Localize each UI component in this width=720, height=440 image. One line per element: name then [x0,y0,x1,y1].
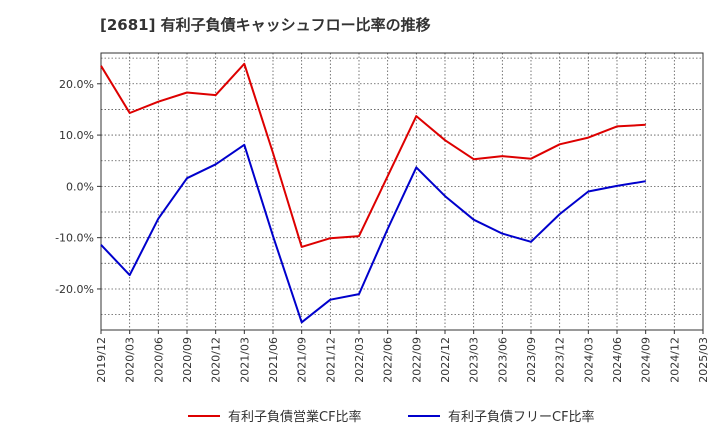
x-tick-label: 2023/06 [496,337,509,383]
legend-label-1: 有利子負債営業CF比率 [228,409,362,425]
x-tick-label: 2020/12 [210,337,223,383]
x-tick-label: 2020/09 [181,337,194,383]
y-tick-label: 20.0% [59,78,94,91]
series-line-1 [100,62,646,248]
x-tick-label: 2021/12 [324,337,337,383]
x-tick-label: 2024/09 [640,337,653,383]
x-tick-label: 2023/09 [525,337,538,383]
y-tick-label: -20.0% [55,283,94,296]
y-tick-label: 10.0% [59,129,94,142]
legend-label-2: 有利子負債フリーCF比率 [448,409,595,425]
x-tick-label: 2021/06 [267,337,280,383]
axes: 20.0% 10.0% 0.0% -10.0% -20.0% 2019/12 2020/03… [55,52,710,383]
x-tick-label: 2022/03 [353,337,366,383]
x-tick-label: 2020/03 [124,337,137,383]
plot-area [101,53,703,330]
plot-border [100,52,704,331]
x-tick-label: 2019/12 [95,337,108,383]
x-tick-label: 2020/06 [152,337,165,383]
legend: 有利子負債営業CF比率 有利子負債フリーCF比率 [188,409,595,425]
x-tick-label: 2023/03 [468,337,481,383]
x-tick-label: 2022/12 [439,337,452,383]
y-tick-label: 0.0% [66,180,94,193]
y-tick-label: -10.0% [55,232,94,245]
x-tick-label: 2022/06 [382,337,395,383]
x-tick-label: 2025/03 [697,337,710,383]
series-line-2 [100,143,646,324]
x-tick-label: 2024/03 [582,337,595,383]
grid-lines [100,53,704,330]
series-lines [100,62,646,324]
x-tick-label: 2023/12 [554,337,567,383]
x-tick-label: 2022/09 [410,337,423,383]
x-tick-label: 2021/09 [296,337,309,383]
x-tick-label: 2021/03 [238,337,251,383]
chart-title: [2681] 有利子負債キャッシュフロー比率の推移 [100,16,431,34]
x-tick-label: 2024/06 [611,337,624,383]
x-tick-label: 2024/12 [668,337,681,383]
